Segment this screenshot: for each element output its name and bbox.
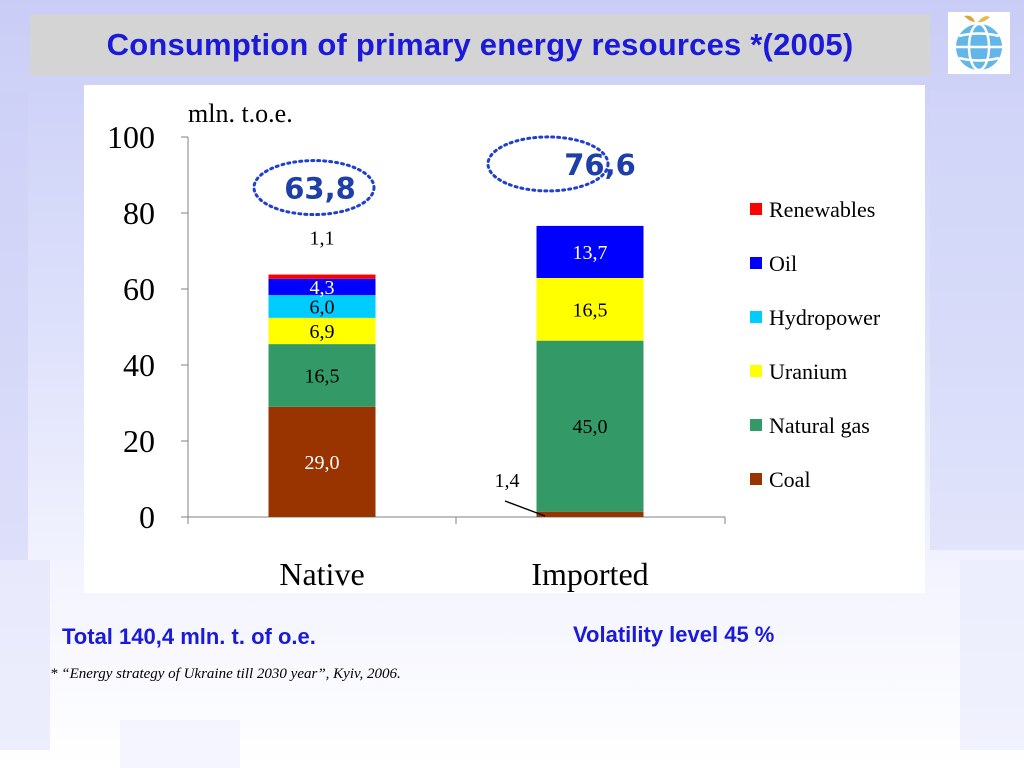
- legend-swatch: [750, 419, 762, 431]
- bar-segment: [268, 278, 376, 296]
- volatility-level-text: Volatility level 45 %: [573, 622, 775, 647]
- legend-label: Natural gas: [769, 413, 870, 438]
- legend-label: Coal: [769, 467, 811, 492]
- axes: 0 20 40 60 80 100 Native Imported: [107, 119, 726, 592]
- x-tick-label: Imported: [531, 556, 648, 592]
- legend-label: Oil: [769, 251, 797, 276]
- data-label: 13,7: [573, 242, 608, 264]
- data-label: 29,0: [305, 452, 340, 474]
- bar-segment: [268, 406, 376, 517]
- data-label: 1,4: [495, 470, 520, 492]
- y-tick-label: 0: [139, 499, 155, 535]
- legend: Renewables Oil Hydropower Uranium Natural ga…: [750, 197, 881, 492]
- total-label: 63,8: [284, 172, 356, 206]
- bar-segment: [536, 511, 644, 517]
- total-consumption-text: Total 140,4 mln. t. of o.e.: [62, 624, 316, 649]
- data-label: 4,3: [310, 277, 335, 299]
- legend-label: Uranium: [769, 359, 847, 384]
- chart-panel: mln. t.o.e. 0 20 40 60 80 100 Native Imported 2…: [84, 85, 925, 593]
- data-label: 45,0: [573, 416, 608, 438]
- legend-swatch: [750, 365, 762, 377]
- data-label: 16,5: [573, 299, 608, 321]
- data-label: 16,5: [305, 365, 340, 387]
- source-footnote: * “Energy strategy of Ukraine till 2030 …: [50, 666, 401, 682]
- legend-label: Renewables: [769, 197, 875, 222]
- total-ellipse: [252, 159, 376, 217]
- data-labels: 29,0 1,4 16,5 45,0 6,9 16,5 6,04,3 13,7 1,1: [305, 228, 608, 517]
- bar-segment: [268, 317, 376, 345]
- bar-segment: [536, 225, 644, 278]
- legend-swatch: [750, 311, 762, 323]
- data-label: 1,1: [310, 228, 335, 250]
- y-tick-label: 100: [107, 119, 155, 155]
- bar-segment: [536, 277, 644, 341]
- legend-swatch: [750, 203, 762, 215]
- total-label: 76,6: [564, 148, 636, 182]
- total-ellipse: [486, 135, 610, 193]
- legend-label: Hydropower: [769, 305, 881, 330]
- globe-icon: [948, 12, 1010, 74]
- legend-swatch: [750, 473, 762, 485]
- y-axis-label: mln. t.o.e.: [188, 99, 293, 128]
- bar-segment: [536, 340, 644, 512]
- totals: 63,8 76,6: [252, 135, 636, 217]
- leader-line: [504, 500, 546, 517]
- y-tick-label: 20: [123, 423, 155, 459]
- data-label: 6,9: [310, 321, 335, 343]
- stacked-bar-chart: mln. t.o.e. 0 20 40 60 80 100 Native Imported 2…: [107, 99, 881, 592]
- bars: [268, 225, 644, 517]
- y-tick-label: 60: [123, 271, 155, 307]
- y-tick-label: 40: [123, 347, 155, 383]
- data-label: 6,0: [310, 296, 335, 318]
- title-bar: Consumption of primary energy resources …: [30, 14, 930, 76]
- legend-swatch: [750, 257, 762, 269]
- bar-segment: [268, 295, 376, 318]
- bar-segment: [268, 344, 376, 407]
- y-tick-label: 80: [123, 195, 155, 231]
- page-title: Consumption of primary energy resources …: [106, 27, 854, 62]
- x-tick-label: Native: [279, 556, 364, 592]
- bar-segment: [268, 274, 376, 279]
